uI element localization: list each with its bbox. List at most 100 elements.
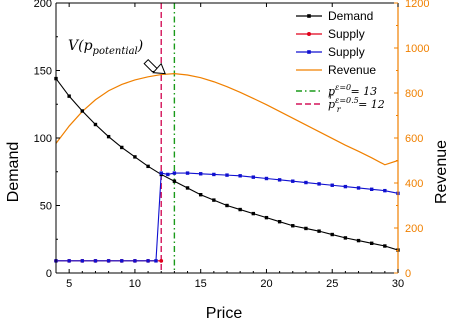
- point-0-12: [212, 198, 216, 202]
- y-left-tick-label-0: 0: [46, 268, 52, 280]
- y-right-tick-label-4: 800: [405, 88, 423, 100]
- point-0-21: [330, 232, 334, 237]
- point-0-5: [120, 145, 124, 150]
- legend-marker-1: [307, 32, 311, 36]
- y-right-tick-label-6: 1200: [405, 0, 429, 10]
- annotation-arrow-head: [152, 62, 166, 75]
- point-0-22: [343, 236, 348, 240]
- legend-label-sup-5: ε=0.5: [335, 96, 359, 105]
- point-2-10: [166, 172, 170, 177]
- legend-label-sub-4: r: [329, 92, 334, 101]
- legend-label-sup-4: ε=0: [335, 83, 351, 92]
- x-tick-label-3: 20: [260, 278, 272, 290]
- x-tick-label-0: 5: [66, 278, 72, 290]
- annotation-text-close: ): [137, 38, 143, 54]
- point-0-11: [198, 193, 203, 197]
- annotation: V(ppotential): [68, 38, 166, 75]
- x-tick-label-2: 15: [195, 278, 207, 290]
- legend-label-sub-5: r: [337, 105, 342, 114]
- point-0-6: [133, 155, 137, 159]
- point-2-25: [356, 186, 361, 190]
- point-0-2: [80, 109, 85, 113]
- point-2-18: [264, 176, 269, 181]
- point-2-26: [369, 187, 374, 191]
- point-0-23: [356, 238, 361, 243]
- point-2-9: [159, 171, 163, 175]
- annotation-text-sub: potential: [93, 46, 138, 57]
- point-2-23: [330, 183, 334, 187]
- point-0-7: [146, 164, 150, 169]
- y-left-tick-label-4: 200: [34, 0, 52, 10]
- point-2-4: [106, 259, 111, 263]
- point-0-10: [185, 186, 190, 190]
- y-right-tick-label-0: 0: [405, 268, 411, 280]
- point-2-21: [304, 180, 308, 185]
- annotation-text: V(ppotential): [68, 38, 143, 57]
- annotation-text-main: V(p: [68, 38, 93, 54]
- point-0-25: [383, 244, 387, 248]
- point-0-9: [172, 179, 177, 183]
- point-2-11: [172, 171, 177, 175]
- plot-area: [160, 3, 176, 273]
- legend-marker-2: [307, 50, 311, 54]
- point-0-15: [251, 211, 256, 216]
- legend-marker-0: [307, 14, 311, 18]
- legend-label-3: Revenue: [328, 63, 376, 77]
- legend-label-base-4: p: [328, 85, 335, 98]
- x-axis-title: Price: [206, 305, 243, 322]
- x-tick-label-4: 25: [326, 278, 338, 290]
- legend-label-1: Supply: [328, 27, 365, 41]
- legend-label-0: Demand: [328, 9, 373, 23]
- point-1-8: [159, 258, 164, 263]
- legend-label-tail-5: = 12: [355, 98, 385, 111]
- y-right-tick-label-5: 1000: [405, 43, 429, 55]
- point-0-19: [304, 226, 308, 231]
- point-2-15: [225, 173, 229, 177]
- point-0-13: [225, 203, 229, 208]
- point-2-6: [133, 259, 137, 263]
- legend-label-4: pε=0 r = 13: [328, 83, 377, 101]
- point-2-20: [291, 179, 295, 183]
- point-2-2: [80, 259, 85, 263]
- legend-label-tail-4: = 13: [347, 85, 377, 98]
- point-0-17: [277, 220, 282, 224]
- point-0-16: [264, 215, 269, 220]
- point-2-13: [198, 172, 203, 176]
- series-line-3: [55, 73, 399, 166]
- point-0-4: [106, 134, 111, 139]
- point-2-7: [146, 259, 150, 263]
- point-0-24: [369, 241, 374, 245]
- point-2-12: [185, 171, 190, 175]
- y-right-tick-label-1: 200: [405, 223, 423, 235]
- point-2-5: [120, 259, 124, 263]
- legend-label-5: pε=0.5 r = 12: [328, 96, 385, 114]
- point-2-27: [383, 188, 387, 193]
- point-2-8: [154, 259, 158, 263]
- y-axis-title-right: Revenue: [433, 140, 450, 204]
- point-0-14: [238, 207, 242, 212]
- legend-label-2: Supply: [328, 45, 365, 59]
- point-0-1: [67, 94, 71, 98]
- x-tick-label-5: 30: [392, 278, 404, 290]
- point-2-24: [343, 184, 348, 189]
- point-0-18: [291, 224, 295, 228]
- y-left-tick-label-3: 150: [34, 66, 52, 78]
- tick-labels: 5 10 15 20 25 3005010015020002004006008001000…: [34, 0, 430, 290]
- y-right-tick-label-3: 600: [405, 133, 423, 145]
- x-tick-label-1: 10: [129, 278, 141, 290]
- legend-label-base-5: p: [328, 98, 335, 111]
- point-2-14: [212, 172, 216, 177]
- point-0-3: [93, 122, 98, 127]
- point-2-1: [67, 259, 71, 263]
- axes: [55, 2, 399, 274]
- y-left-tick-label-1: 50: [40, 201, 52, 213]
- point-2-17: [251, 175, 256, 179]
- y-axis-title-left: Demand: [5, 142, 22, 202]
- point-2-16: [238, 174, 242, 178]
- y-right-tick-label-2: 400: [405, 178, 423, 190]
- point-2-3: [93, 259, 98, 263]
- point-2-19: [277, 178, 282, 182]
- series-markers: [54, 76, 400, 263]
